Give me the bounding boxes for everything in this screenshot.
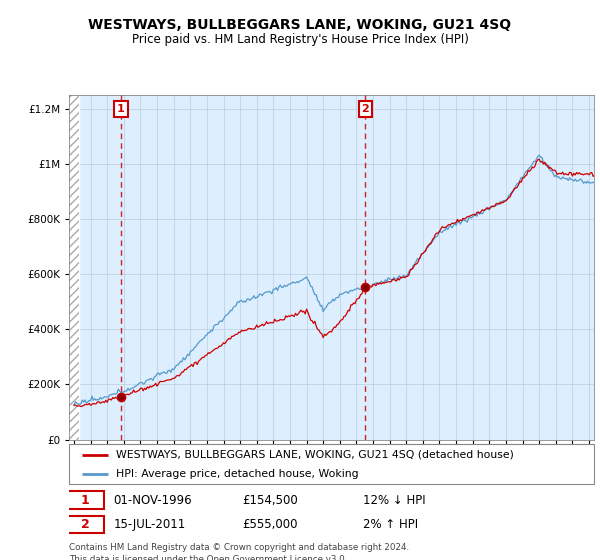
Text: Contains HM Land Registry data © Crown copyright and database right 2024.
This d: Contains HM Land Registry data © Crown c… xyxy=(69,543,409,560)
Text: WESTWAYS, BULLBEGGARS LANE, WOKING, GU21 4SQ (detached house): WESTWAYS, BULLBEGGARS LANE, WOKING, GU21… xyxy=(116,450,514,460)
Text: 15-JUL-2011: 15-JUL-2011 xyxy=(113,518,186,531)
Text: £555,000: £555,000 xyxy=(242,518,298,531)
Bar xyxy=(69,95,79,440)
Text: WESTWAYS, BULLBEGGARS LANE, WOKING, GU21 4SQ: WESTWAYS, BULLBEGGARS LANE, WOKING, GU21… xyxy=(88,18,512,32)
Bar xyxy=(69,95,79,440)
Text: 01-NOV-1996: 01-NOV-1996 xyxy=(113,493,192,506)
Text: £154,500: £154,500 xyxy=(242,493,298,506)
FancyBboxPatch shape xyxy=(67,491,104,509)
FancyBboxPatch shape xyxy=(67,516,104,534)
FancyBboxPatch shape xyxy=(69,444,594,484)
Text: Price paid vs. HM Land Registry's House Price Index (HPI): Price paid vs. HM Land Registry's House … xyxy=(131,32,469,46)
Text: 12% ↓ HPI: 12% ↓ HPI xyxy=(363,493,425,506)
Text: 2: 2 xyxy=(81,518,89,531)
Text: 2: 2 xyxy=(362,104,369,114)
Text: 1: 1 xyxy=(81,493,89,506)
Text: HPI: Average price, detached house, Woking: HPI: Average price, detached house, Woki… xyxy=(116,469,359,478)
Text: 1: 1 xyxy=(117,104,125,114)
Text: 2% ↑ HPI: 2% ↑ HPI xyxy=(363,518,418,531)
